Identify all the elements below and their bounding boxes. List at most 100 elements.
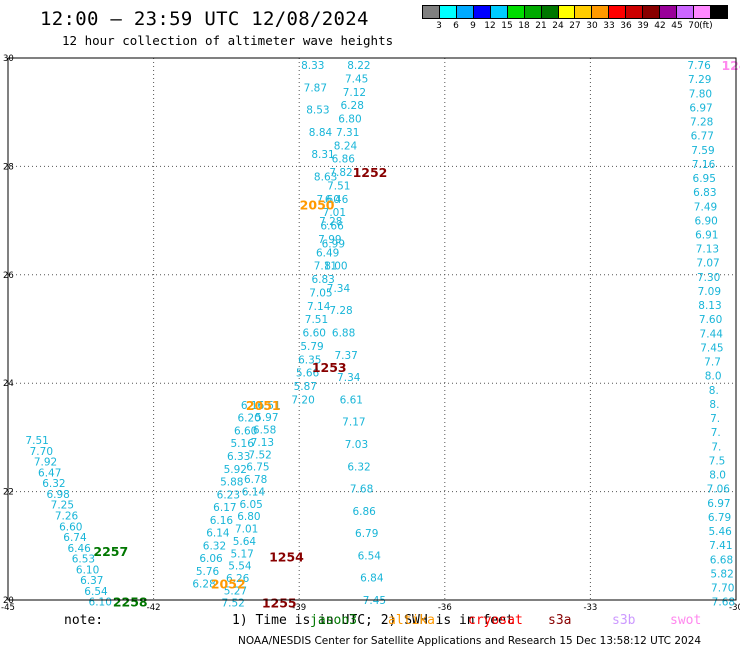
swh-value: 7.05 <box>309 287 332 299</box>
swh-value: 7.44 <box>700 328 724 340</box>
x-tick-label: -39 <box>292 603 306 613</box>
swh-value: 6.16 <box>241 400 265 412</box>
swh-value: 6.17 <box>213 502 236 514</box>
swh-value: 7.49 <box>694 201 717 213</box>
swh-value: 6.54 <box>358 550 382 562</box>
colorbar-labels: 3 6 9 12 15 18 21 24 27 30 33 36 39 42 45 70 (ft) <box>422 21 728 33</box>
swh-value: 7.34 <box>337 372 361 384</box>
colorbar-swatch <box>507 6 525 18</box>
swh-value: 6.78 <box>244 474 267 486</box>
swh-value: 6.33 <box>227 451 250 463</box>
swh-value: 6.60 <box>234 425 257 437</box>
swh-value: 7.7 <box>704 357 721 369</box>
swh-value: 8.24 <box>334 140 358 152</box>
colorbar-swatch <box>609 6 627 18</box>
swh-value: 7.41 <box>709 540 732 552</box>
swh-value: 7.45 <box>363 595 386 607</box>
swh-value: 7.06 <box>707 484 731 496</box>
swh-value: 7.45 <box>700 342 723 354</box>
track-d: 6.515.976.587.137.526.756.786.146.056.80… <box>221 400 280 610</box>
colorbar-swatch <box>575 6 593 18</box>
swh-value: 6.46 <box>325 194 349 206</box>
pass-label: 2052 <box>211 577 246 592</box>
swh-value: 7.52 <box>221 598 244 610</box>
swh-value: 6.60 <box>59 521 82 533</box>
swh-value: 7.03 <box>345 439 368 451</box>
swh-value: 7.68 <box>350 484 373 496</box>
colorbar-swatch <box>558 6 576 18</box>
swh-value: 7. <box>711 427 721 439</box>
track-b: 8.227.457.126.286.807.318.246.867.827.51… <box>291 60 370 406</box>
colorbar-label: 3 <box>436 21 442 31</box>
pass-labels: 1252 2050 1253 2051 2257 1254 2052 2258 1255 1246 <box>93 58 740 611</box>
swh-value: 8. <box>709 399 719 411</box>
legend-item-s3b: s3b <box>612 613 636 628</box>
swh-value: 6.83 <box>693 187 716 199</box>
swh-value: 6.14 <box>242 486 266 498</box>
colorbar-label: 30 <box>586 21 598 31</box>
swh-value: 7.28 <box>329 305 352 317</box>
pass-label: 2050 <box>300 197 335 212</box>
swh-value: 6.91 <box>695 229 718 241</box>
swh-value: 7.70 <box>711 583 734 595</box>
swh-value: 7.09 <box>698 286 721 298</box>
swh-value: 7.5 <box>709 455 726 467</box>
swh-value: 6.10 <box>76 564 99 576</box>
colorbar-unit: (ft) <box>699 21 713 31</box>
legend-item-cryosat: cryosat <box>468 613 523 628</box>
pass-label: 1252 <box>353 165 388 180</box>
swh-value: 6.74 <box>63 532 87 544</box>
swh-value: 6.79 <box>708 512 731 524</box>
swh-value: 6.77 <box>691 131 714 143</box>
swh-value: 8.31 <box>311 149 334 161</box>
swh-value: 6.75 <box>246 462 269 474</box>
swh-value: 6.60 <box>303 328 326 340</box>
swh-value: 8.84 <box>309 127 333 139</box>
swh-value: 5.46 <box>708 526 732 538</box>
x-tick-label: -42 <box>147 603 161 613</box>
swh-value: 6.86 <box>352 506 376 518</box>
swh-value: 6.88 <box>332 328 355 340</box>
colorbar-label: 21 <box>535 21 547 31</box>
swh-value: 6.66 <box>320 221 344 233</box>
swh-value: 6.28 <box>192 579 215 591</box>
legend-item-swot: swot <box>670 613 702 628</box>
swh-value: 6.20 <box>237 413 260 425</box>
swh-value: 5.16 <box>231 438 255 450</box>
colorbar-label: 9 <box>470 21 476 31</box>
swh-value: 6.68 <box>710 554 733 566</box>
colorbar-label: 36 <box>620 21 632 31</box>
pass-label: 2051 <box>246 398 281 413</box>
colorbar-swatch <box>541 6 559 18</box>
swh-value: 6.53 <box>72 554 95 566</box>
swh-value: 5.82 <box>710 568 733 580</box>
swh-value: 8.22 <box>347 60 370 72</box>
swh-value: 8.0 <box>709 470 726 482</box>
colorbar-swatch <box>456 6 474 18</box>
colorbar-label: 45 <box>671 21 683 31</box>
swh-value: 5.27 <box>224 585 247 597</box>
x-tick-label: -30 <box>729 603 740 613</box>
swh-value: 7.31 <box>336 127 359 139</box>
swh-value: 6.61 <box>340 394 363 406</box>
pass-label: 1246 <box>721 58 740 73</box>
map-frame <box>7 57 737 601</box>
swh-value: 7.01 <box>323 207 346 219</box>
swh-value: 6.84 <box>360 573 384 585</box>
swh-value: 7.14 <box>307 301 331 313</box>
swh-value: 7.28 <box>319 216 342 228</box>
swh-value: 6.26 <box>226 573 250 585</box>
swh-value: 7.29 <box>688 74 711 86</box>
swh-value: 6.47 <box>38 467 61 479</box>
track-a: 8.33 7.87 8.53 8.84 8.31 8.63 7.60 7.28 6.99 8.00… <box>301 60 386 607</box>
swh-value: 6.95 <box>693 173 716 185</box>
swh-value: 7.51 <box>25 435 48 447</box>
swh-value: 7.17 <box>342 417 365 429</box>
x-tick-label: -33 <box>583 603 597 613</box>
swh-value: 7.01 <box>235 524 258 536</box>
colorbar-label: 39 <box>637 21 649 31</box>
colorbar-swatch <box>694 6 711 18</box>
swh-value: 6.90 <box>694 215 717 227</box>
swh-value: 7.34 <box>327 283 351 295</box>
